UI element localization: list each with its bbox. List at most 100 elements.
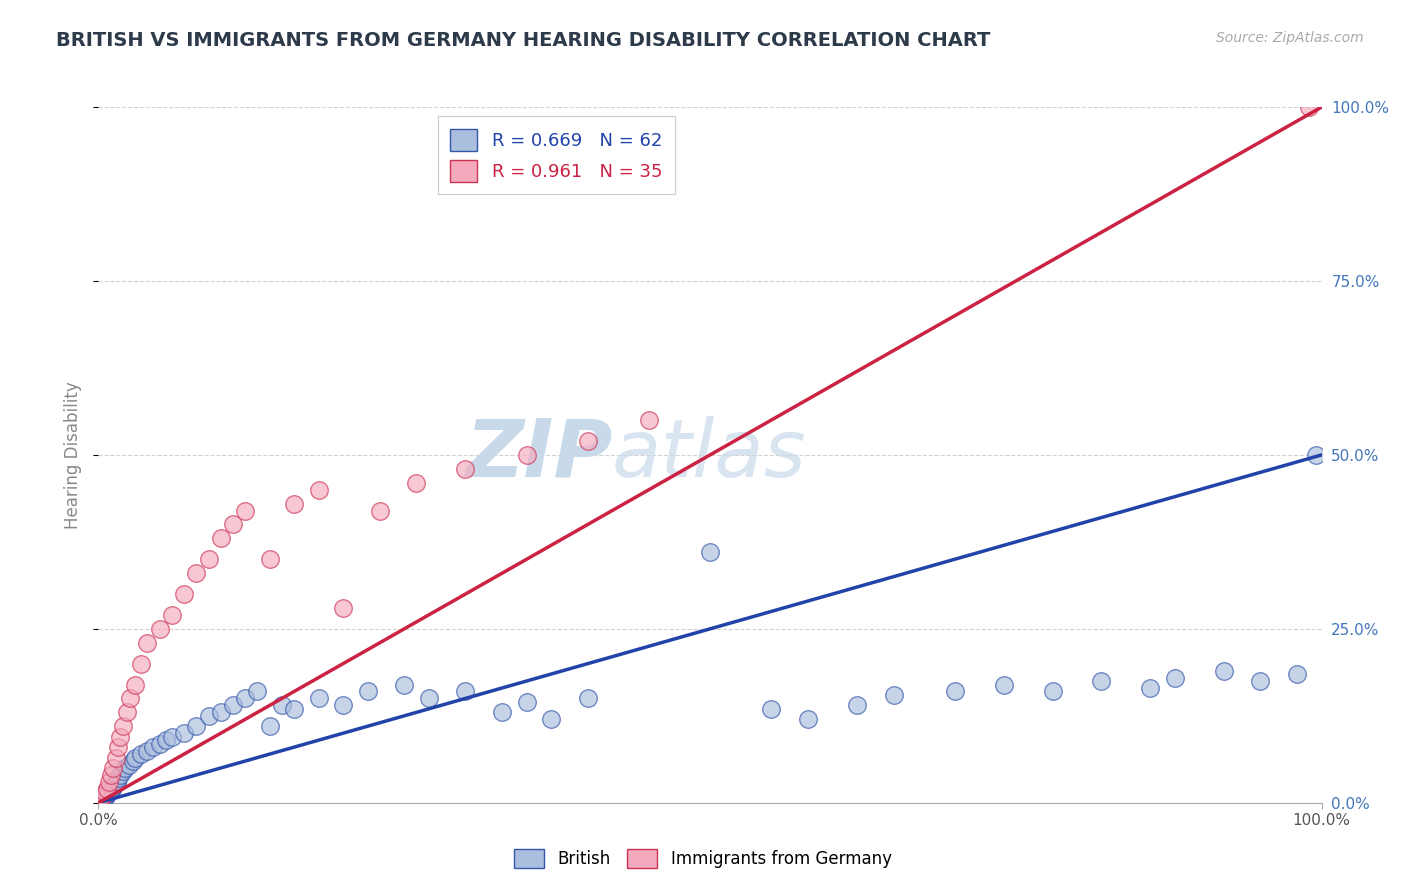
Point — [332, 601, 354, 615]
Point — [516, 448, 538, 462]
Point — [1090, 674, 1112, 689]
Point — [270, 698, 294, 713]
Point — [209, 706, 232, 720]
Legend: R = 0.669   N = 62, R = 0.961   N = 35: R = 0.669 N = 62, R = 0.961 N = 35 — [437, 116, 675, 194]
Point — [993, 677, 1015, 691]
Point — [392, 677, 416, 691]
Point — [101, 781, 124, 796]
Point — [100, 768, 122, 782]
Point — [91, 791, 114, 805]
Point — [233, 503, 256, 517]
Point — [418, 691, 440, 706]
Point — [222, 698, 245, 713]
Point — [516, 695, 538, 709]
Point — [186, 566, 208, 581]
Point — [1042, 684, 1064, 698]
Point — [186, 719, 208, 733]
Point — [110, 730, 132, 744]
Point — [93, 785, 115, 799]
Point — [149, 737, 172, 751]
Point — [100, 783, 122, 797]
Point — [101, 761, 124, 775]
Point — [638, 413, 661, 427]
Point — [1305, 448, 1327, 462]
Point — [142, 740, 165, 755]
Point — [160, 730, 183, 744]
Point — [540, 712, 562, 726]
Point — [129, 657, 152, 671]
Text: ZIP: ZIP — [465, 416, 612, 494]
Point — [368, 503, 391, 517]
Point — [124, 750, 146, 764]
Point — [118, 757, 141, 772]
Point — [107, 772, 129, 786]
Point — [283, 497, 305, 511]
Point — [1139, 681, 1161, 695]
Point — [111, 764, 134, 779]
Point — [90, 792, 112, 806]
Legend: British, Immigrants from Germany: British, Immigrants from Germany — [508, 842, 898, 875]
Point — [405, 475, 427, 490]
Point — [136, 744, 159, 758]
Point — [103, 778, 125, 792]
Point — [699, 545, 721, 559]
Text: Source: ZipAtlas.com: Source: ZipAtlas.com — [1216, 31, 1364, 45]
Point — [797, 712, 820, 726]
Point — [454, 684, 477, 698]
Point — [91, 792, 114, 806]
Point — [1164, 671, 1187, 685]
Point — [943, 684, 966, 698]
Point — [332, 698, 354, 713]
Text: BRITISH VS IMMIGRANTS FROM GERMANY HEARING DISABILITY CORRELATION CHART: BRITISH VS IMMIGRANTS FROM GERMANY HEARI… — [56, 31, 991, 50]
Point — [124, 677, 146, 691]
Point — [1298, 100, 1320, 114]
Point — [93, 789, 115, 804]
Point — [97, 786, 120, 800]
Point — [90, 794, 112, 808]
Point — [761, 702, 783, 716]
Point — [173, 587, 195, 601]
Point — [173, 726, 195, 740]
Point — [115, 706, 138, 720]
Point — [259, 719, 281, 733]
Point — [259, 552, 281, 566]
Point — [104, 776, 127, 790]
Point — [107, 740, 129, 755]
Point — [98, 775, 121, 789]
Point — [491, 706, 513, 720]
Point — [883, 688, 905, 702]
Point — [197, 552, 219, 566]
Point — [96, 788, 118, 802]
Point — [101, 780, 124, 795]
Point — [356, 684, 378, 698]
Point — [308, 483, 330, 497]
Text: atlas: atlas — [612, 416, 807, 494]
Point — [160, 607, 183, 622]
Point — [209, 532, 232, 546]
Point — [149, 622, 172, 636]
Point — [222, 517, 245, 532]
Point — [94, 789, 117, 803]
Point — [576, 691, 599, 706]
Point — [110, 768, 132, 782]
Point — [121, 754, 143, 768]
Point — [96, 781, 118, 796]
Point — [283, 702, 305, 716]
Point — [1250, 674, 1272, 689]
Point — [104, 750, 127, 764]
Point — [111, 719, 134, 733]
Point — [114, 761, 136, 775]
Point — [155, 733, 177, 747]
Point — [120, 691, 142, 706]
Point — [105, 775, 128, 789]
Point — [308, 691, 330, 706]
Point — [576, 434, 599, 448]
Point — [197, 708, 219, 723]
Point — [136, 636, 159, 650]
Point — [246, 684, 269, 698]
Point — [1212, 664, 1234, 678]
Y-axis label: Hearing Disability: Hearing Disability — [65, 381, 83, 529]
Point — [1286, 667, 1309, 681]
Point — [845, 698, 868, 713]
Point — [454, 462, 477, 476]
